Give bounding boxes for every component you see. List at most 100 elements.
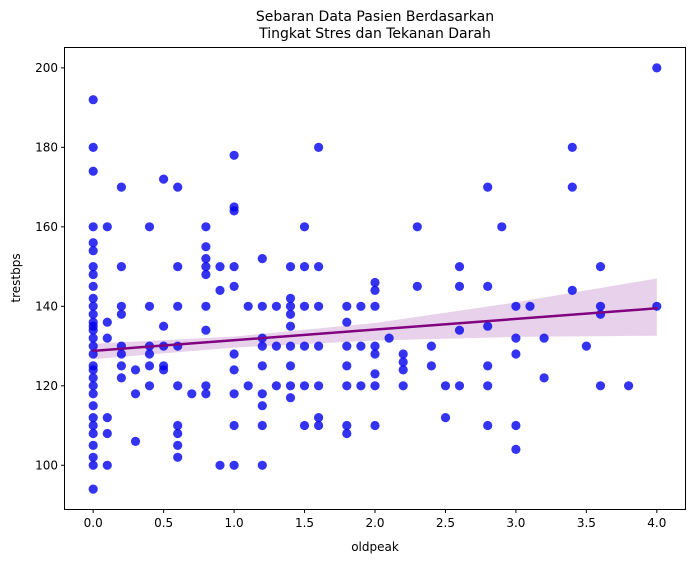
data-point [229,460,239,470]
data-point [88,246,98,256]
data-point [539,333,549,343]
data-point [229,420,239,431]
data-point [215,460,225,470]
data-point [285,341,296,351]
data-point [342,361,352,371]
data-point [511,301,521,311]
data-point [285,393,296,403]
data-point [144,381,155,391]
data-point [299,301,310,311]
data-point [88,365,98,375]
data-point [88,238,98,248]
data-point [88,373,98,383]
data-point [652,63,662,73]
x-tick-label: 0.0 [84,516,103,530]
data-point [356,301,366,311]
data-point [88,452,98,462]
data-point [88,389,98,399]
data-point [525,301,535,311]
data-point [342,341,352,351]
x-tick-label: 3.5 [577,516,596,530]
data-point [88,440,98,450]
data-point [271,381,281,391]
data-point [271,301,281,311]
data-point [483,321,493,331]
data-point [483,182,493,192]
data-point [581,341,592,351]
data-point [102,333,112,343]
data-point [88,309,98,319]
data-point [454,381,465,391]
y-tick-label: 140 [35,299,58,313]
data-point [116,309,126,319]
data-point [88,269,98,280]
data-point [173,301,183,311]
data-point [314,341,324,351]
data-point [271,341,281,351]
chart-title-line-1: Sebaran Data Pasien Berdasarkan [256,9,494,25]
data-point [102,222,112,232]
data-point [299,381,310,391]
x-tick-label: 1.0 [225,516,244,530]
data-point [356,341,366,351]
y-tick-label: 100 [35,458,58,472]
data-point [173,420,183,431]
data-point [511,444,521,454]
data-point [229,365,239,375]
data-point [130,365,141,375]
data-point [88,341,98,351]
data-point [567,182,577,192]
data-point [130,436,141,446]
data-point [116,182,126,192]
data-point [173,381,183,391]
data-point [370,369,380,379]
data-point [257,420,267,431]
data-point [398,365,408,375]
x-tick-label: 0.5 [154,516,173,530]
data-point [342,381,352,391]
data-point [173,182,183,192]
data-point [201,254,211,264]
data-point [314,381,324,391]
y-axis-label: trestbps [9,253,23,302]
data-point [88,420,98,431]
data-point [440,381,451,391]
data-point [159,365,169,375]
x-axis-label: oldpeak [351,540,399,554]
data-point [243,301,253,311]
y-tick-label: 120 [35,379,58,393]
data-point [398,381,408,391]
y-tick-label: 180 [35,140,58,154]
data-point [257,341,267,351]
data-point [454,262,465,272]
data-point [454,325,465,335]
data-point [483,361,493,371]
data-point [398,357,408,367]
data-point [88,281,98,291]
data-point [88,325,98,335]
data-point [144,301,155,311]
data-point [299,222,310,232]
data-point [454,281,465,291]
data-point [342,420,352,431]
data-point [201,381,211,391]
data-point [88,381,98,391]
data-point [398,349,408,359]
data-point [215,285,225,295]
data-point [88,293,98,303]
data-point [187,389,197,399]
data-point [116,349,126,359]
data-point [229,389,239,399]
data-point [88,142,98,152]
data-point [201,389,211,399]
y-tick-label: 200 [35,61,58,75]
data-point [88,95,98,105]
data-point [567,142,577,152]
data-point [173,452,183,462]
data-point [497,222,507,232]
data-point [539,373,549,383]
data-point [173,428,183,439]
data-point [116,373,126,383]
data-point [370,349,380,359]
data-point [384,333,394,343]
